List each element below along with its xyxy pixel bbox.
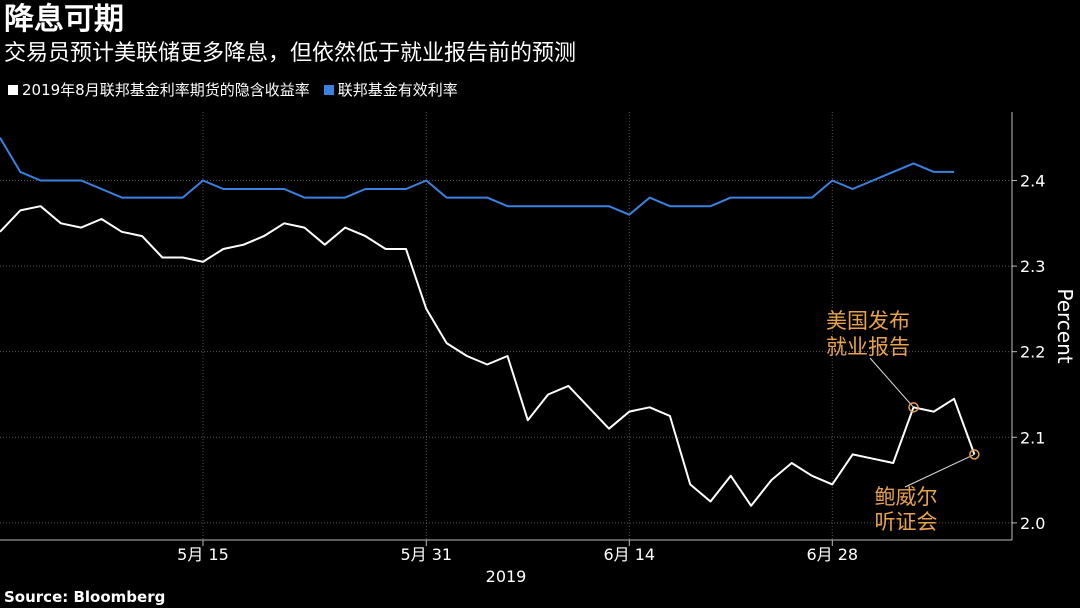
y-axis-label: Percent — [1053, 288, 1077, 363]
x-tick-label: 5月 15 — [177, 545, 229, 564]
series-line-effective-rate — [0, 137, 955, 216]
source-note: Source: Bloomberg — [4, 588, 166, 606]
legend-swatch-futures — [8, 85, 18, 95]
annotation-text-jobs-report: 就业报告 — [826, 335, 910, 359]
y-tick-label: 2.1 — [1020, 428, 1045, 447]
annotation-leader-jobs-report — [869, 357, 914, 408]
legend-label-futures: 2019年8月联邦基金利率期货的隐含收益率 — [22, 81, 310, 99]
annotation-text-powell-hearing: 鲍威尔 — [875, 485, 938, 509]
series-line-futures — [0, 205, 976, 507]
annotation-marker-jobs-report — [908, 402, 919, 413]
annotation-marker-powell-hearing — [969, 449, 980, 460]
x-year-label: 2019 — [486, 567, 527, 586]
y-tick-label: 2.0 — [1020, 514, 1045, 533]
x-tick-label: 6月 28 — [806, 545, 858, 564]
annotation-text-powell-hearing: 听证会 — [875, 510, 938, 534]
annotation-text-jobs-report: 美国发布 — [826, 309, 910, 333]
x-tick-label: 5月 31 — [400, 545, 452, 564]
legend-item-effective-rate: 联邦基金有效利率 — [323, 80, 458, 100]
annotation-leader-powell-hearing — [904, 453, 975, 488]
chart-title: 降息可期 — [4, 2, 124, 37]
legend-swatch-effective-rate — [323, 85, 334, 95]
chart-subtitle: 交易员预计美联储更多降息，但依然低于就业报告前的预测 — [4, 41, 577, 66]
y-tick-label: 2.4 — [1020, 171, 1045, 190]
x-tick-label: 6月 14 — [603, 545, 655, 564]
legend-label-effective-rate: 联邦基金有效利率 — [337, 81, 458, 99]
legend-item-futures: 2019年8月联邦基金利率期货的隐含收益率 — [8, 80, 310, 100]
y-tick-label: 2.3 — [1020, 257, 1045, 276]
y-tick-label: 2.2 — [1020, 343, 1045, 362]
legend: 2019年8月联邦基金利率期货的隐含收益率 联邦基金有效利率 — [8, 80, 458, 100]
